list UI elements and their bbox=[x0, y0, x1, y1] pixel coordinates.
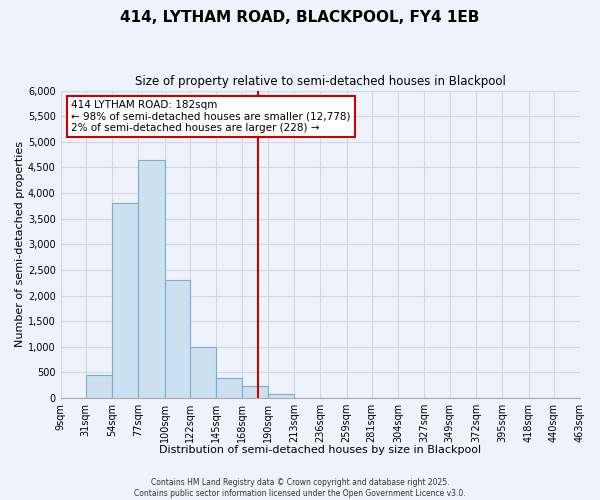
Bar bbox=[216, 378, 242, 398]
Bar bbox=[242, 386, 268, 398]
Text: Contains HM Land Registry data © Crown copyright and database right 2025.
Contai: Contains HM Land Registry data © Crown c… bbox=[134, 478, 466, 498]
Text: 414, LYTHAM ROAD, BLACKPOOL, FY4 1EB: 414, LYTHAM ROAD, BLACKPOOL, FY4 1EB bbox=[121, 10, 479, 25]
Bar bbox=[112, 204, 139, 398]
X-axis label: Distribution of semi-detached houses by size in Blackpool: Distribution of semi-detached houses by … bbox=[159, 445, 481, 455]
Bar bbox=[268, 394, 294, 398]
Bar bbox=[86, 375, 112, 398]
Title: Size of property relative to semi-detached houses in Blackpool: Size of property relative to semi-detach… bbox=[135, 75, 506, 88]
Y-axis label: Number of semi-detached properties: Number of semi-detached properties bbox=[15, 142, 25, 348]
Text: 414 LYTHAM ROAD: 182sqm
← 98% of semi-detached houses are smaller (12,778)
2% of: 414 LYTHAM ROAD: 182sqm ← 98% of semi-de… bbox=[71, 100, 350, 133]
Bar bbox=[164, 280, 190, 398]
Bar bbox=[190, 346, 216, 398]
Bar bbox=[139, 160, 164, 398]
